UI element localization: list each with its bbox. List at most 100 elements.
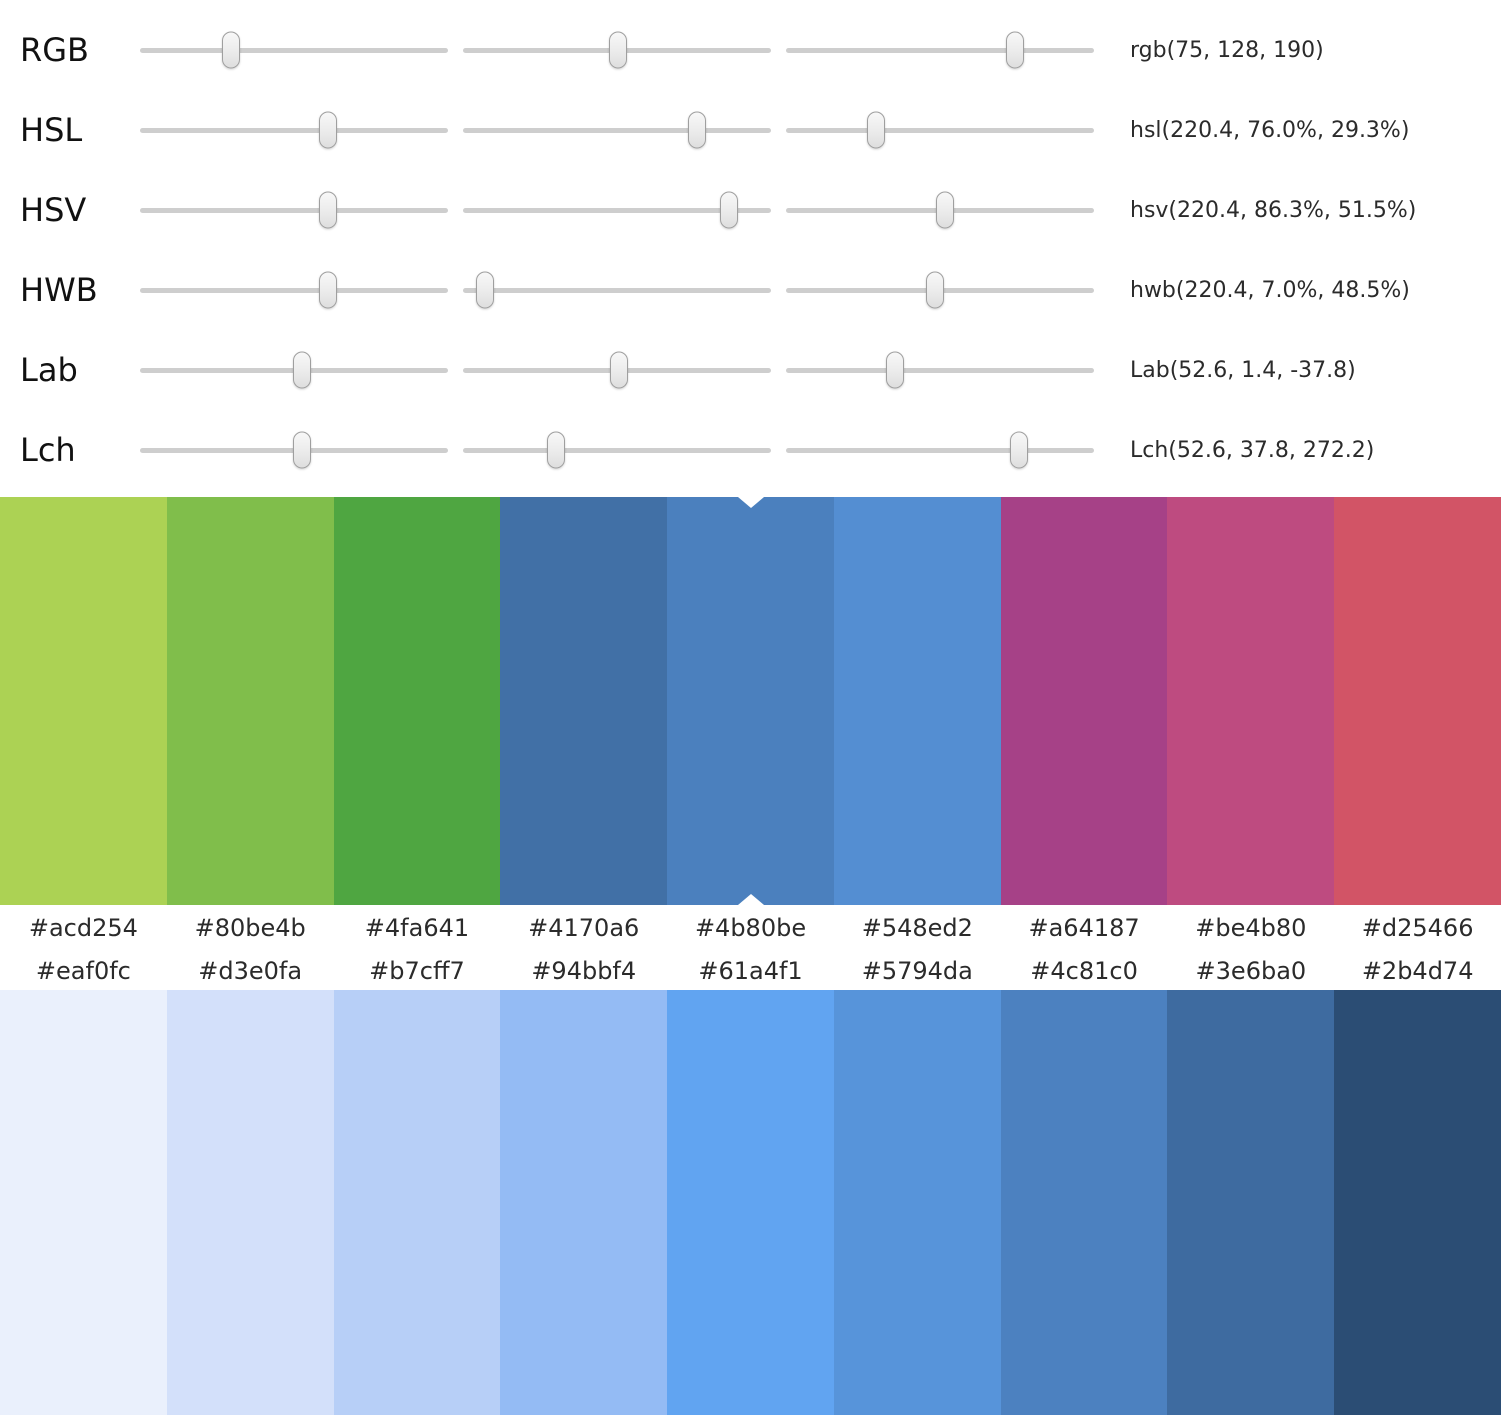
- slider-row-lch: Lch Lch(52.6, 37.8, 272.2): [0, 410, 1501, 490]
- slider-row-label-hsl: HSL: [20, 111, 83, 149]
- palette-swatch[interactable]: [1000, 497, 1168, 905]
- palette-swatch[interactable]: [500, 497, 668, 905]
- rgb-b-slider[interactable]: [786, 10, 1094, 90]
- slider-track: [463, 207, 771, 213]
- palette-swatch[interactable]: [166, 497, 334, 905]
- palette-swatch[interactable]: [1334, 990, 1501, 1415]
- palette-swatch[interactable]: [0, 497, 167, 905]
- rgb-g-slider[interactable]: [463, 10, 771, 90]
- slider-thumb[interactable]: [319, 191, 338, 229]
- rgb-r-slider[interactable]: [140, 10, 448, 90]
- slider-thumb[interactable]: [1006, 31, 1025, 69]
- hsv-s-slider[interactable]: [463, 170, 771, 250]
- hwb-b-slider[interactable]: [786, 250, 1094, 330]
- hex-label: #d25466: [1361, 914, 1474, 942]
- palette-swatch[interactable]: [833, 990, 1001, 1415]
- hsl-s-slider[interactable]: [463, 90, 771, 170]
- hex-label: #3e6ba0: [1195, 956, 1307, 985]
- hex-label: #4c81c0: [1030, 956, 1138, 985]
- top-palette-strip: [0, 497, 1501, 905]
- palette-swatch[interactable]: [833, 497, 1001, 905]
- hsv-value-text: hsv(220.4, 86.3%, 51.5%): [1130, 197, 1417, 223]
- top-palette-hex-labels: #acd254 #80be4b #4fa641 #4170a6 #4b80be …: [0, 905, 1501, 951]
- slider-track: [463, 447, 771, 453]
- palette-swatch[interactable]: [333, 990, 501, 1415]
- hex-label: #acd254: [28, 914, 138, 942]
- palette-swatch[interactable]: [667, 990, 834, 1415]
- slider-row-hwb: HWB hwb(220.4, 7.0%, 48.5%): [0, 250, 1501, 330]
- hex-label: #80be4b: [194, 914, 306, 942]
- slider-thumb[interactable]: [867, 111, 886, 149]
- slider-thumb[interactable]: [475, 271, 494, 309]
- slider-track: [140, 47, 448, 53]
- hsl-l-slider[interactable]: [786, 90, 1094, 170]
- hex-label: #be4b80: [1195, 914, 1307, 942]
- hsv-h-slider[interactable]: [140, 170, 448, 250]
- palette-swatch[interactable]: [0, 990, 167, 1415]
- slider-track: [140, 127, 448, 133]
- hex-label: #94bbf4: [531, 956, 637, 985]
- slider-row-lab: Lab Lab(52.6, 1.4, -37.8): [0, 330, 1501, 410]
- slider-thumb[interactable]: [935, 191, 954, 229]
- lab-l-slider[interactable]: [140, 330, 448, 410]
- slider-thumb[interactable]: [608, 31, 627, 69]
- palette-swatch[interactable]: [500, 990, 668, 1415]
- slider-thumb[interactable]: [926, 271, 945, 309]
- slider-thumb[interactable]: [547, 431, 566, 469]
- palette-swatch[interactable]: [1334, 497, 1501, 905]
- palette-swatch[interactable]: [333, 497, 501, 905]
- slider-track: [786, 127, 1094, 133]
- bottom-palette-hex-labels: #eaf0fc #d3e0fa #b7cff7 #94bbf4 #61a4f1 …: [0, 951, 1501, 990]
- slider-thumb[interactable]: [319, 271, 338, 309]
- hsl-h-slider[interactable]: [140, 90, 448, 170]
- bottom-palette-strip: [0, 990, 1501, 1415]
- lch-h-slider[interactable]: [786, 410, 1094, 490]
- palette-swatch[interactable]: [1167, 990, 1335, 1415]
- hex-label: #548ed2: [861, 914, 973, 942]
- slider-thumb[interactable]: [293, 431, 311, 469]
- slider-thumb[interactable]: [610, 351, 629, 389]
- slider-thumb[interactable]: [293, 351, 311, 389]
- hsv-v-slider[interactable]: [786, 170, 1094, 250]
- hex-label: #61a4f1: [698, 956, 803, 985]
- slider-row-label-hsv: HSV: [20, 191, 87, 229]
- hex-label: #5794da: [861, 956, 973, 985]
- slider-row-label-lab: Lab: [20, 351, 78, 389]
- hex-label: #4fa641: [364, 914, 470, 942]
- hwb-h-slider[interactable]: [140, 250, 448, 330]
- slider-row-label-lch: Lch: [20, 431, 76, 469]
- lch-c-slider[interactable]: [463, 410, 771, 490]
- hex-label: #4b80be: [694, 914, 807, 942]
- slider-track: [786, 47, 1094, 53]
- palette-swatch[interactable]: [1167, 497, 1335, 905]
- hex-label: #2b4d74: [1361, 956, 1474, 985]
- slider-track: [140, 207, 448, 213]
- palette-swatch[interactable]: [667, 497, 834, 905]
- slider-track: [140, 287, 448, 293]
- slider-track: [786, 367, 1094, 373]
- slider-thumb[interactable]: [319, 111, 338, 149]
- hwb-w-slider[interactable]: [463, 250, 771, 330]
- lab-b-slider[interactable]: [786, 330, 1094, 410]
- slider-thumb[interactable]: [221, 31, 240, 69]
- palette-swatch[interactable]: [1000, 990, 1168, 1415]
- slider-thumb[interactable]: [886, 351, 905, 389]
- slider-thumb[interactable]: [688, 111, 707, 149]
- lab-value-text: Lab(52.6, 1.4, -37.8): [1130, 357, 1356, 383]
- slider-track: [463, 287, 771, 293]
- hex-label: #d3e0fa: [198, 956, 303, 985]
- lab-a-slider[interactable]: [463, 330, 771, 410]
- slider-track: [786, 447, 1094, 453]
- slider-panel: RGB rgb(75, 128, 190) HSL: [0, 0, 1501, 497]
- slider-thumb[interactable]: [1009, 431, 1028, 469]
- hex-label: #4170a6: [528, 914, 640, 942]
- palette-swatch[interactable]: [166, 990, 334, 1415]
- lch-value-text: Lch(52.6, 37.8, 272.2): [1130, 437, 1375, 463]
- hsl-value-text: hsl(220.4, 76.0%, 29.3%): [1130, 117, 1410, 143]
- slider-thumb[interactable]: [719, 191, 738, 229]
- slider-row-hsl: HSL hsl(220.4, 76.0%, 29.3%): [0, 90, 1501, 170]
- hex-label: #b7cff7: [369, 956, 465, 985]
- lch-l-slider[interactable]: [140, 410, 448, 490]
- hwb-value-text: hwb(220.4, 7.0%, 48.5%): [1130, 277, 1410, 303]
